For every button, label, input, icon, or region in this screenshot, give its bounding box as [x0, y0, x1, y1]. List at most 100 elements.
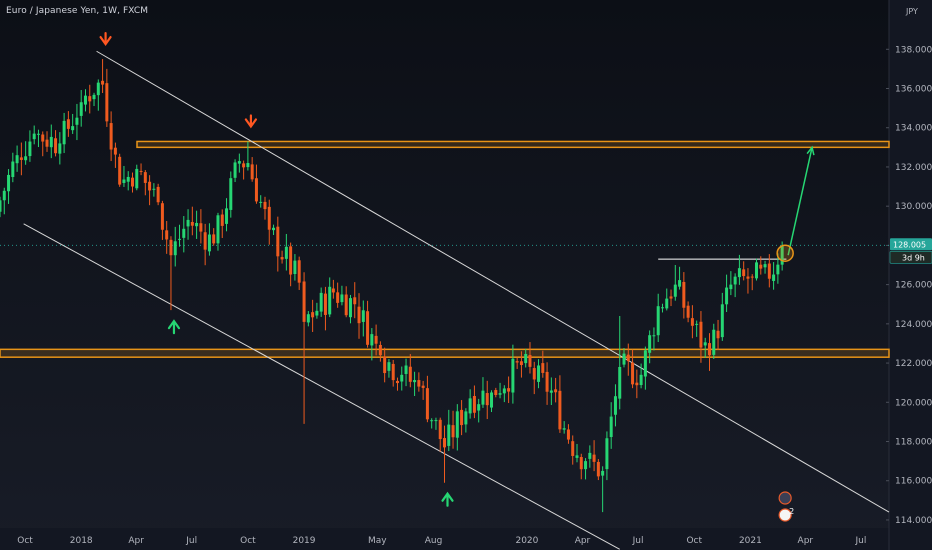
- candle-body: [254, 178, 258, 202]
- down-arrow-icon: [99, 31, 112, 46]
- candle-body: [237, 161, 241, 164]
- candle-body: [336, 292, 340, 303]
- candle-body: [45, 139, 49, 147]
- candle-body: [19, 157, 23, 160]
- candle-body: [763, 264, 767, 268]
- y-tick-label: 118.000: [895, 438, 932, 448]
- candle-body: [284, 246, 288, 259]
- candle-body: [96, 82, 100, 96]
- candle-body: [669, 296, 673, 299]
- dividend-event-icon[interactable]: [778, 508, 792, 522]
- x-tick-label: Apr: [575, 536, 591, 546]
- candle-body: [387, 362, 391, 371]
- candle-body: [0, 200, 2, 212]
- candle-body: [596, 461, 600, 477]
- candle-body: [173, 241, 177, 256]
- candle-body: [293, 260, 297, 275]
- candle-body: [280, 257, 284, 260]
- candle-body: [750, 276, 754, 278]
- x-tick-label: Jul: [632, 536, 644, 546]
- candle-body: [195, 222, 199, 227]
- candle-body: [772, 274, 776, 281]
- candle-body: [297, 260, 301, 283]
- channel-upper-line: [96, 50, 890, 513]
- y-tick-label: 134.000: [895, 124, 932, 134]
- candle-body: [682, 281, 686, 308]
- candle-body: [562, 428, 566, 430]
- candle-body: [404, 365, 408, 374]
- candle-body: [79, 102, 83, 116]
- candle-body: [652, 335, 656, 337]
- candle-body: [289, 246, 293, 275]
- candle-body: [737, 268, 741, 278]
- candle-body: [537, 365, 541, 382]
- candle-body: [66, 119, 70, 129]
- candle-body: [502, 388, 506, 394]
- x-tick-label: 2020: [515, 536, 538, 546]
- candle-body: [267, 206, 271, 230]
- candle-body: [511, 358, 515, 393]
- candle-body: [199, 223, 203, 232]
- candle-body: [755, 262, 759, 279]
- x-tick-label: Apr: [798, 536, 814, 546]
- candle-body: [413, 380, 417, 383]
- candle-body: [549, 390, 553, 393]
- candle-body: [635, 382, 639, 386]
- candle-body: [366, 311, 370, 345]
- candle-body: [438, 419, 442, 440]
- candle-body: [622, 353, 626, 365]
- candle-body: [447, 424, 451, 446]
- candle-body: [725, 287, 729, 305]
- candle-body: [139, 170, 143, 172]
- candle-body: [370, 334, 374, 346]
- candle-body: [631, 362, 635, 385]
- candle-body: [613, 396, 617, 415]
- channel-lower-line: [23, 223, 620, 550]
- projection-arrow-head: [806, 145, 815, 156]
- candle-body: [464, 411, 468, 425]
- resistance-zone: [136, 140, 890, 149]
- candle-body: [71, 126, 75, 131]
- candle-body: [690, 318, 694, 326]
- up-arrow-icon: [441, 491, 454, 507]
- symbol-title[interactable]: Euro / Japanese Yen, 1W, FXCM: [6, 6, 149, 16]
- down-arrow-icon: [244, 114, 257, 129]
- candle-body: [32, 133, 36, 140]
- candle-body: [374, 335, 378, 344]
- candle-body: [481, 390, 485, 405]
- y-tick-label: 136.000: [895, 85, 932, 95]
- candle-body: [212, 234, 216, 244]
- candle-body: [716, 330, 720, 339]
- candle-body: [242, 163, 246, 168]
- candle-body: [541, 363, 545, 373]
- candle-body: [122, 179, 126, 183]
- candle-body: [143, 172, 147, 183]
- candle-body: [430, 420, 434, 422]
- candle-body: [695, 323, 699, 325]
- candle-body: [545, 371, 549, 392]
- candle-body: [434, 420, 438, 422]
- candle-body: [229, 178, 233, 210]
- candle-body: [148, 181, 152, 191]
- x-tick-label: Oct: [686, 536, 702, 546]
- candle-body: [780, 245, 784, 265]
- last-price-tag: [890, 238, 932, 251]
- candle-body: [182, 228, 186, 238]
- candle-body: [272, 227, 276, 231]
- candle-body: [507, 388, 511, 392]
- y-tick-label: 126.000: [895, 281, 932, 291]
- candle-body: [660, 307, 664, 309]
- candle-body: [408, 366, 412, 382]
- economic-event-icon[interactable]: [778, 491, 792, 505]
- candle-body: [24, 156, 28, 161]
- candle-body: [584, 461, 588, 470]
- candle-body: [626, 354, 630, 362]
- candle-body: [648, 335, 652, 353]
- candle-body: [699, 321, 703, 348]
- candle-body: [11, 161, 15, 178]
- candle-body: [315, 310, 319, 316]
- candle-body: [152, 188, 156, 190]
- candle-body: [609, 416, 613, 438]
- candle-body: [618, 366, 622, 399]
